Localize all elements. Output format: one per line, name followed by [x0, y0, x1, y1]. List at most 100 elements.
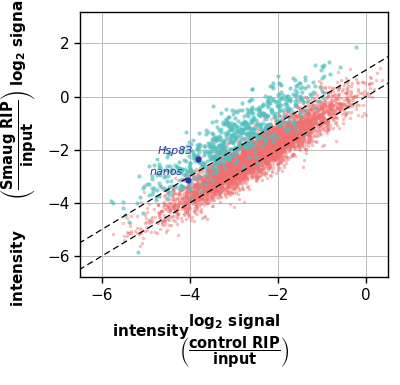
Point	[225, 183, 232, 189]
Point	[279, 151, 285, 157]
Point	[200, 161, 206, 167]
Point	[272, 136, 278, 142]
Point	[296, 139, 302, 145]
Point	[212, 178, 218, 184]
Point	[268, 146, 275, 152]
Point	[288, 134, 295, 140]
Point	[319, 111, 325, 117]
Point	[251, 148, 258, 154]
Point	[302, 102, 308, 109]
Point	[220, 176, 226, 182]
Point	[240, 175, 246, 181]
Point	[261, 142, 267, 149]
Point	[320, 102, 326, 109]
Point	[283, 131, 289, 137]
Point	[268, 156, 274, 162]
Point	[220, 168, 227, 174]
Point	[228, 157, 235, 163]
Point	[264, 121, 270, 127]
Point	[242, 159, 248, 165]
Point	[167, 163, 173, 169]
Point	[221, 148, 228, 154]
Point	[219, 181, 225, 187]
Point	[166, 204, 173, 211]
Point	[246, 168, 252, 174]
Point	[290, 131, 296, 137]
Point	[235, 173, 241, 179]
Point	[305, 139, 312, 145]
Point	[262, 148, 268, 154]
Point	[354, 101, 360, 107]
Point	[254, 164, 260, 171]
Point	[280, 142, 286, 148]
Point	[267, 136, 273, 142]
Point	[260, 146, 266, 152]
Point	[225, 114, 232, 120]
Point	[274, 149, 280, 156]
Point	[330, 102, 336, 108]
Point	[198, 189, 204, 195]
Point	[212, 184, 218, 190]
Point	[244, 160, 251, 166]
Point	[262, 139, 268, 145]
Point	[334, 103, 340, 109]
Point	[256, 152, 262, 158]
Point	[199, 173, 206, 179]
Point	[229, 107, 236, 113]
Point	[341, 108, 347, 114]
Point	[328, 92, 335, 99]
Point	[307, 121, 313, 127]
Point	[274, 138, 281, 144]
Point	[253, 147, 260, 154]
Point	[246, 148, 252, 154]
Point	[166, 192, 172, 199]
Point	[282, 148, 288, 154]
Point	[272, 98, 278, 104]
Point	[186, 182, 193, 188]
Point	[233, 162, 240, 168]
Point	[195, 193, 201, 199]
Point	[222, 136, 229, 142]
Point	[262, 147, 268, 153]
Point	[234, 149, 240, 155]
Point	[291, 117, 298, 123]
Point	[240, 186, 246, 192]
Point	[193, 203, 199, 209]
Point	[275, 128, 281, 134]
Point	[249, 172, 256, 179]
Point	[222, 170, 229, 176]
Point	[259, 166, 265, 172]
Point	[237, 160, 244, 166]
Point	[270, 126, 276, 132]
Point	[270, 133, 276, 139]
Point	[222, 162, 228, 169]
Point	[230, 166, 237, 172]
Point	[257, 137, 264, 144]
Point	[237, 157, 243, 163]
Point	[197, 176, 204, 182]
Point	[232, 174, 238, 181]
Point	[259, 161, 265, 167]
Point	[304, 122, 310, 128]
Point	[237, 167, 243, 173]
Point	[259, 151, 266, 157]
Point	[174, 205, 180, 211]
Point	[290, 143, 296, 149]
Point	[236, 157, 243, 163]
Point	[306, 112, 312, 118]
Point	[244, 156, 251, 162]
Point	[291, 128, 297, 134]
Point	[276, 124, 283, 131]
Point	[223, 163, 230, 169]
Point	[238, 178, 244, 184]
Point	[239, 175, 246, 181]
Point	[209, 119, 216, 125]
Point	[230, 164, 236, 170]
Point	[262, 148, 268, 154]
Point	[222, 191, 228, 197]
Point	[220, 169, 226, 176]
Point	[224, 181, 231, 187]
Point	[258, 122, 264, 128]
Point	[248, 156, 255, 162]
Point	[217, 173, 223, 179]
